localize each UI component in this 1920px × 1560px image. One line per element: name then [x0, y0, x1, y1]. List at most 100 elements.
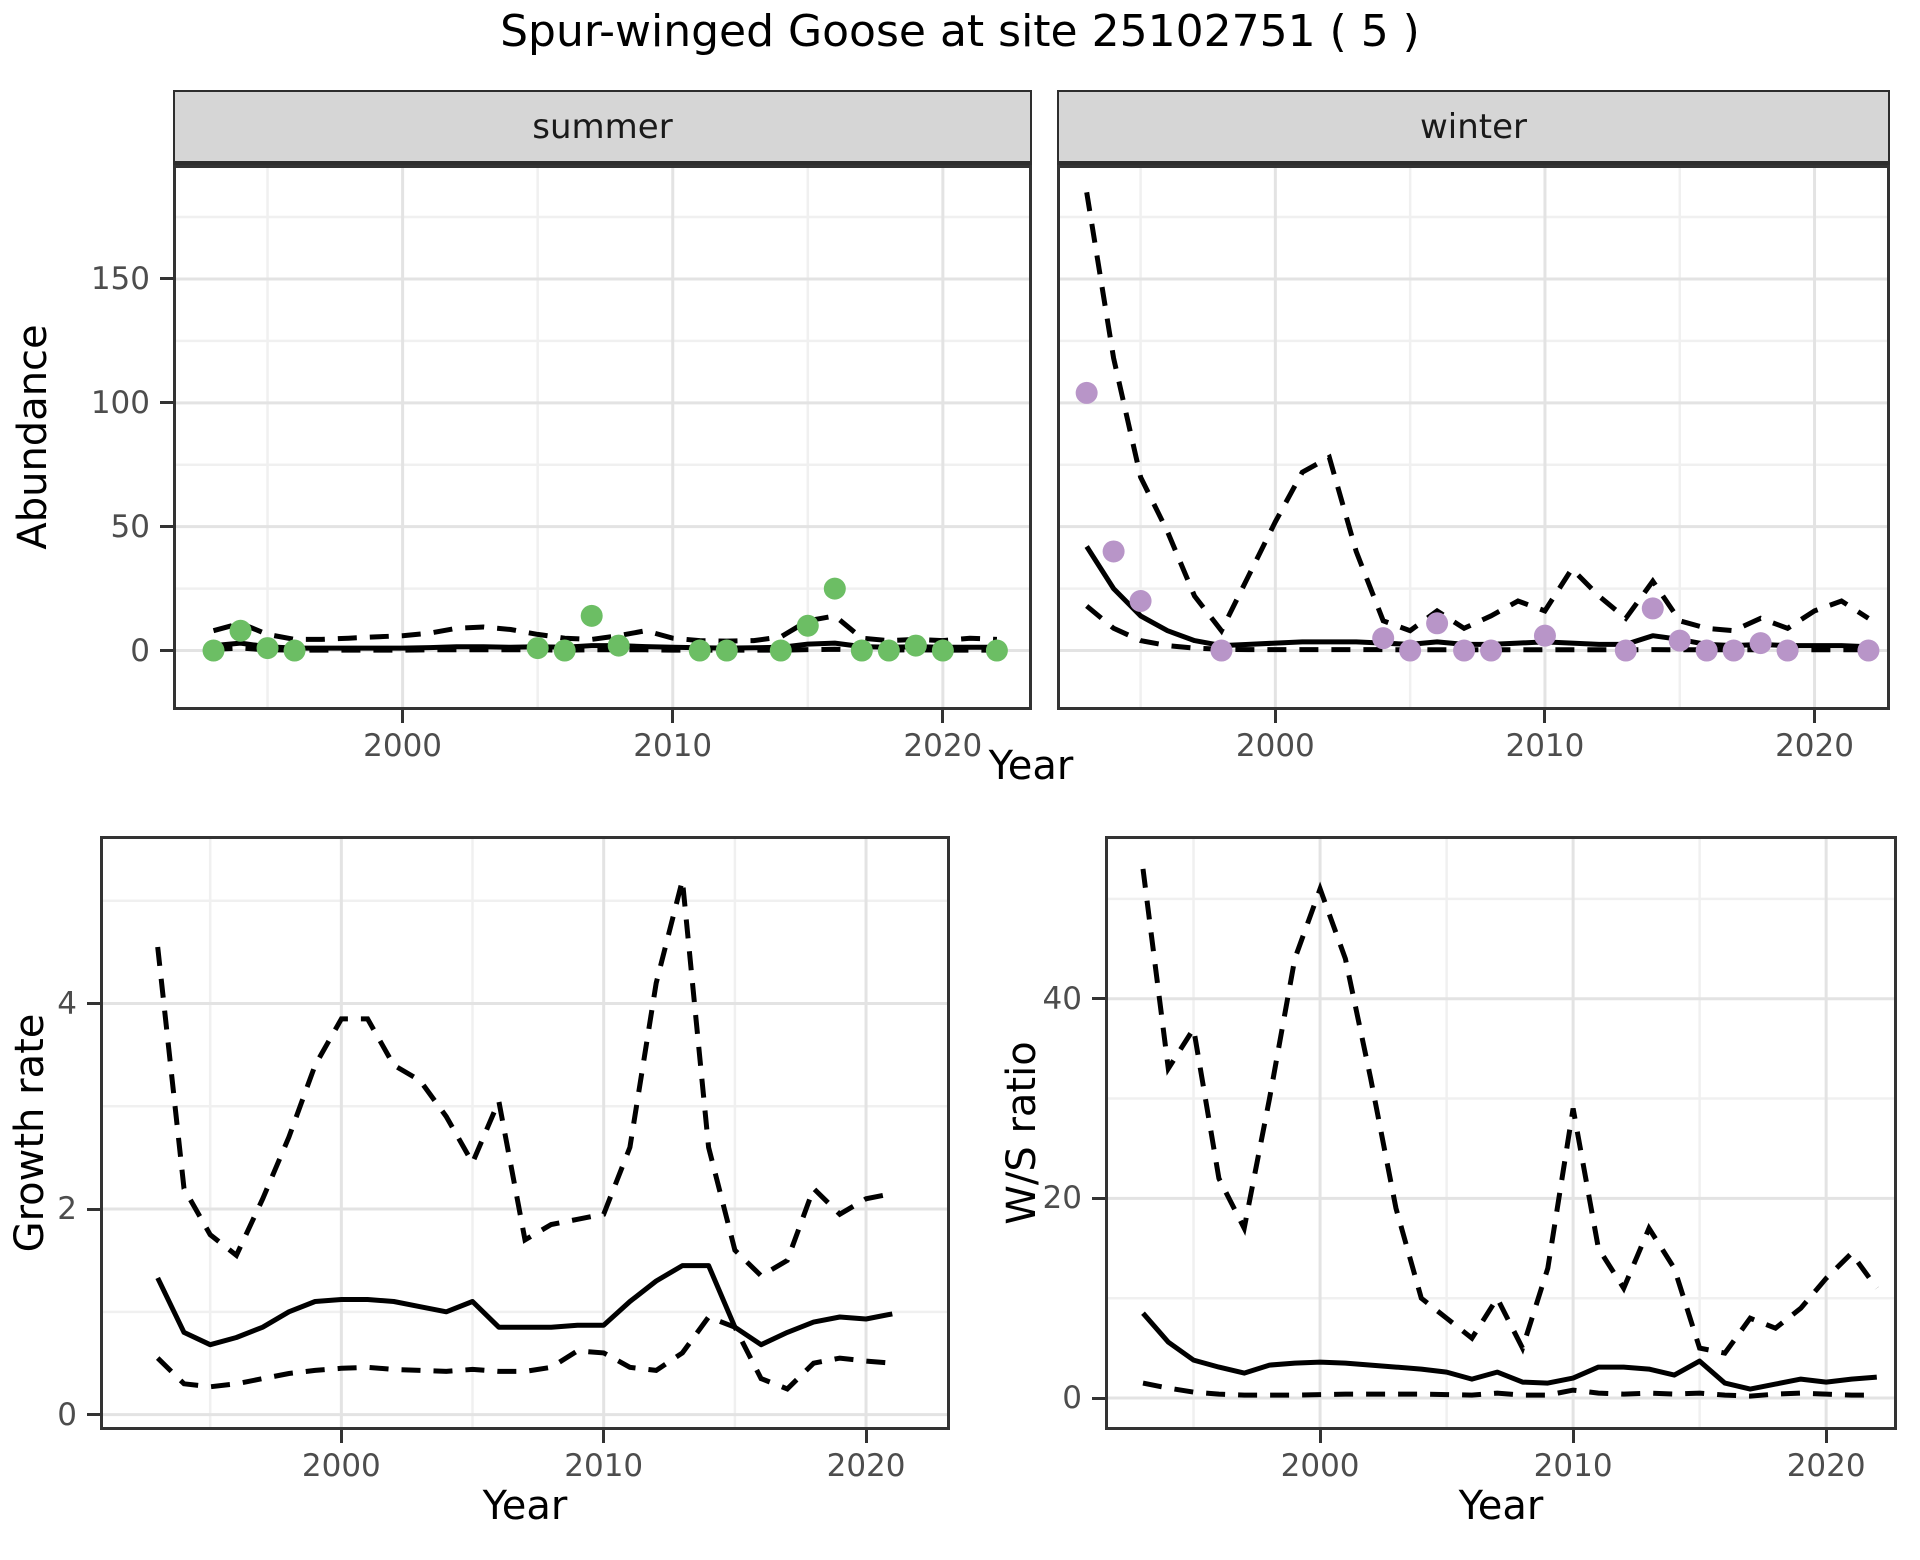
x-tick-label: 2020 [1786, 1448, 1866, 1484]
panel-background [100, 836, 950, 1430]
panel-abundance-summer [173, 165, 1032, 710]
y-tick-mark [160, 525, 173, 529]
y-tick-mark [87, 1002, 100, 1005]
gridlines-minor [1057, 165, 1890, 710]
panel-growth-rate [100, 836, 950, 1430]
page-title: Spur-winged Goose at site 25102751 ( 5 ) [500, 6, 1420, 57]
x-tick-label: 2010 [1505, 728, 1585, 764]
upper-ci-line [1084, 191, 1870, 636]
data-point [1749, 632, 1772, 655]
y-tick-label: 100 [90, 384, 150, 421]
y-tick-mark [160, 649, 173, 653]
y-tick-label: 0 [57, 1396, 77, 1433]
data-point [1102, 540, 1125, 563]
x-tick-mark [401, 710, 405, 723]
panel-border [1057, 165, 1890, 710]
data-point [607, 634, 630, 657]
data-point [769, 639, 792, 662]
data-point [526, 637, 549, 660]
x-tick-mark [1813, 710, 1817, 723]
x-axis-title-top: Year [988, 743, 1074, 789]
data-point [1776, 639, 1799, 662]
x-tick-label: 2020 [1775, 728, 1854, 764]
y-tick-mark [1092, 1396, 1105, 1400]
data-point [1722, 639, 1745, 662]
lower-ci-line [155, 1313, 893, 1392]
x-tick-mark [1824, 1430, 1828, 1443]
panel-background [1105, 836, 1897, 1430]
y-tick-label: 20 [1042, 1180, 1082, 1217]
data-point [283, 639, 306, 662]
y-tick-label: 40 [1042, 980, 1082, 1017]
gridlines-major [1105, 836, 1897, 1430]
gridlines-major [173, 165, 1032, 710]
data-point [1129, 590, 1152, 612]
data-point [1695, 639, 1718, 662]
y-tick-mark [87, 1207, 100, 1211]
y-tick-label: 150 [90, 260, 150, 297]
data-point [796, 614, 819, 637]
x-tick-label: 2000 [1235, 728, 1315, 764]
y-axis-title-growth-rate: Growth rate [7, 1013, 53, 1253]
data-point [1668, 629, 1691, 652]
x-tick-mark [602, 1430, 606, 1443]
x-tick-label: 2020 [826, 1448, 906, 1484]
facet-strip-winter-label: winter [1419, 106, 1528, 147]
data-point [1372, 627, 1395, 650]
x-tick-mark [1571, 1430, 1575, 1443]
facet-strip-summer-label: summer [532, 106, 673, 147]
y-tick-label: 50 [110, 508, 150, 545]
x-tick-mark [671, 710, 675, 723]
x-tick-mark [1543, 710, 1547, 723]
x-tick-mark [864, 1430, 868, 1443]
x-tick-mark [339, 1430, 343, 1443]
panel-background [173, 165, 1032, 710]
x-tick-mark [1318, 1430, 1322, 1443]
y-tick-mark [160, 401, 173, 405]
facet-strip-summer: summer [173, 90, 1032, 166]
data-point [715, 639, 738, 662]
data-point [904, 634, 927, 657]
median-line [1141, 1311, 1877, 1392]
y-axis-title-ws-ratio: W/S ratio [999, 1041, 1045, 1225]
y-tick-label: 2 [57, 1191, 77, 1228]
data-point [202, 639, 225, 662]
data-point [1533, 624, 1556, 647]
data-point [553, 639, 576, 662]
x-tick-label: 2000 [1280, 1448, 1360, 1484]
x-axis-title-growth: Year [482, 1483, 568, 1529]
y-tick-mark [1092, 997, 1105, 1001]
x-tick-label: 2010 [564, 1448, 644, 1484]
lower-ci-line [1142, 1380, 1877, 1399]
upper-ci-line [155, 879, 893, 1279]
upper-ci-line [212, 613, 998, 644]
panel-border [100, 836, 950, 1430]
gridlines-minor [1105, 836, 1897, 1430]
data-point [580, 604, 603, 627]
data-point [256, 637, 279, 660]
data-point [1426, 612, 1449, 635]
x-tick-label: 2020 [903, 728, 983, 764]
data-point [931, 639, 954, 662]
x-tick-label: 2010 [633, 728, 713, 764]
gridlines-minor [173, 165, 1032, 710]
data-point [985, 639, 1008, 662]
data-point [1641, 597, 1664, 620]
median-line [155, 1263, 893, 1348]
y-tick-label: 0 [1062, 1380, 1082, 1417]
y-tick-label: 4 [57, 985, 77, 1022]
x-tick-label: 2000 [363, 728, 443, 764]
data-point [850, 639, 873, 662]
panel-border [173, 165, 1032, 710]
panel-ws-ratio [1105, 836, 1897, 1430]
y-tick-mark [160, 277, 173, 281]
x-tick-mark [1273, 710, 1277, 723]
panel-abundance-winter [1057, 165, 1890, 710]
data-point [877, 639, 900, 662]
data-point [1614, 639, 1637, 662]
facet-strip-winter: winter [1057, 90, 1890, 166]
data-point [1480, 639, 1503, 662]
x-tick-label: 2000 [301, 1448, 381, 1484]
data-point [1399, 639, 1422, 662]
